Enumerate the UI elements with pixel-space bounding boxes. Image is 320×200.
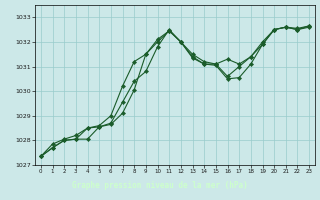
Text: Graphe pression niveau de la mer (hPa): Graphe pression niveau de la mer (hPa) bbox=[72, 180, 248, 190]
